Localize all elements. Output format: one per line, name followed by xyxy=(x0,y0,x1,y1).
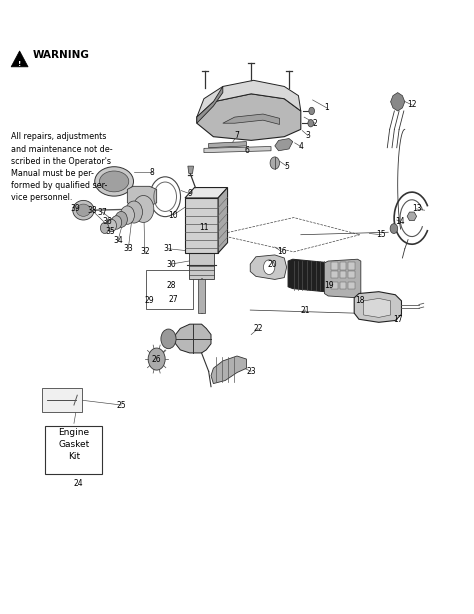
Polygon shape xyxy=(223,114,280,125)
Circle shape xyxy=(107,219,117,231)
Text: 2: 2 xyxy=(313,119,318,128)
Circle shape xyxy=(120,206,135,224)
Text: 20: 20 xyxy=(268,260,277,268)
FancyBboxPatch shape xyxy=(331,271,337,278)
Text: 10: 10 xyxy=(168,211,178,220)
Text: 7: 7 xyxy=(235,131,239,140)
Polygon shape xyxy=(364,298,391,317)
Ellipse shape xyxy=(100,171,129,192)
FancyBboxPatch shape xyxy=(339,262,346,270)
FancyBboxPatch shape xyxy=(331,262,337,270)
Polygon shape xyxy=(218,187,228,253)
Polygon shape xyxy=(11,51,28,67)
Text: 34: 34 xyxy=(113,236,123,246)
Polygon shape xyxy=(391,93,405,111)
Text: 31: 31 xyxy=(164,244,173,254)
Text: 22: 22 xyxy=(254,324,263,333)
Polygon shape xyxy=(197,80,301,117)
Circle shape xyxy=(111,216,122,229)
Ellipse shape xyxy=(95,167,134,196)
Polygon shape xyxy=(204,147,271,153)
Polygon shape xyxy=(188,166,193,173)
Ellipse shape xyxy=(76,204,91,216)
Text: Engine
Gasket
Kit: Engine Gasket Kit xyxy=(58,428,90,460)
Text: 28: 28 xyxy=(166,281,175,290)
Circle shape xyxy=(309,107,315,115)
Text: 17: 17 xyxy=(393,315,402,324)
Polygon shape xyxy=(275,139,293,151)
Ellipse shape xyxy=(73,200,94,220)
FancyBboxPatch shape xyxy=(42,389,82,413)
Text: !: ! xyxy=(18,61,21,67)
FancyBboxPatch shape xyxy=(339,271,346,278)
Text: 32: 32 xyxy=(140,247,150,257)
Circle shape xyxy=(161,329,176,349)
Text: 25: 25 xyxy=(117,400,126,410)
Text: 19: 19 xyxy=(324,281,334,290)
Circle shape xyxy=(148,348,165,370)
Text: 11: 11 xyxy=(199,223,209,232)
Text: 23: 23 xyxy=(246,367,256,376)
Circle shape xyxy=(133,195,154,222)
Text: 5: 5 xyxy=(284,161,289,171)
Text: 24: 24 xyxy=(74,479,83,488)
Polygon shape xyxy=(185,187,228,198)
Circle shape xyxy=(115,211,128,227)
Polygon shape xyxy=(175,324,211,353)
Circle shape xyxy=(264,260,275,274)
Polygon shape xyxy=(407,212,417,220)
Circle shape xyxy=(308,120,314,127)
FancyBboxPatch shape xyxy=(339,282,346,289)
Polygon shape xyxy=(354,292,401,322)
Text: 39: 39 xyxy=(71,204,80,214)
Polygon shape xyxy=(211,356,246,384)
Text: 27: 27 xyxy=(168,295,178,303)
Text: 1: 1 xyxy=(324,103,329,112)
Text: 3: 3 xyxy=(305,131,310,140)
Text: 13: 13 xyxy=(412,204,421,214)
Text: 9: 9 xyxy=(187,189,192,198)
Text: 29: 29 xyxy=(145,297,155,305)
Circle shape xyxy=(390,223,398,233)
Text: 16: 16 xyxy=(277,247,287,257)
Text: 21: 21 xyxy=(301,306,310,314)
Text: 26: 26 xyxy=(152,354,162,363)
Polygon shape xyxy=(128,186,156,206)
Text: 38: 38 xyxy=(87,206,97,215)
Polygon shape xyxy=(185,198,218,253)
Text: WARNING: WARNING xyxy=(32,50,89,60)
FancyBboxPatch shape xyxy=(348,282,355,289)
Polygon shape xyxy=(189,252,214,279)
Text: 36: 36 xyxy=(102,217,112,226)
Circle shape xyxy=(270,157,280,169)
Circle shape xyxy=(100,222,109,233)
Text: 35: 35 xyxy=(106,227,115,236)
Text: 18: 18 xyxy=(355,297,365,305)
Text: 14: 14 xyxy=(395,217,405,226)
Text: 15: 15 xyxy=(376,230,386,239)
Text: 12: 12 xyxy=(407,100,417,109)
Polygon shape xyxy=(324,259,361,298)
FancyBboxPatch shape xyxy=(45,427,102,474)
Polygon shape xyxy=(250,255,287,279)
Text: 4: 4 xyxy=(298,142,303,151)
Text: 8: 8 xyxy=(150,168,155,177)
FancyBboxPatch shape xyxy=(331,282,337,289)
Polygon shape xyxy=(288,259,329,292)
Text: 6: 6 xyxy=(244,146,249,155)
Polygon shape xyxy=(198,279,205,313)
Polygon shape xyxy=(197,87,223,123)
Polygon shape xyxy=(197,94,301,141)
FancyBboxPatch shape xyxy=(348,271,355,278)
Text: All repairs, adjustments
and maintenance not de-
scribed in the Operator's
Manua: All repairs, adjustments and maintenance… xyxy=(11,133,113,202)
FancyBboxPatch shape xyxy=(146,270,193,309)
Text: 33: 33 xyxy=(123,244,133,254)
Text: 30: 30 xyxy=(166,260,176,268)
FancyBboxPatch shape xyxy=(348,262,355,270)
Circle shape xyxy=(126,201,143,223)
Polygon shape xyxy=(209,142,246,148)
Text: 37: 37 xyxy=(98,208,107,217)
